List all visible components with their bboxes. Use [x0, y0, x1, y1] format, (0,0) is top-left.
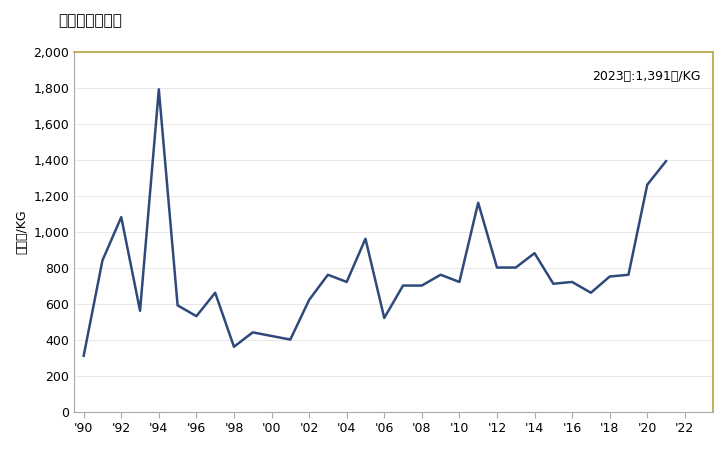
Text: 2023年:1,391円/KG: 2023年:1,391円/KG — [592, 69, 700, 82]
Y-axis label: 単位円/KG: 単位円/KG — [15, 209, 28, 254]
Text: 輸入価格の推移: 輸入価格の推移 — [58, 14, 122, 28]
